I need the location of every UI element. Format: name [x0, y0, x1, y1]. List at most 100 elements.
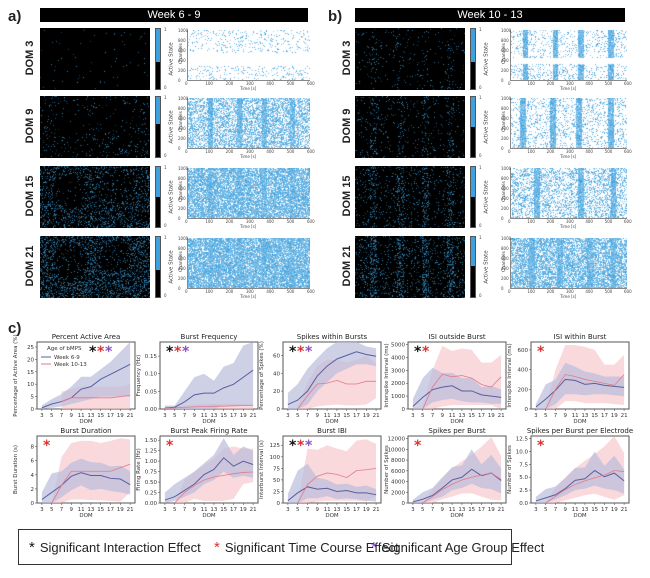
raster-xlabel: Time [s] — [240, 224, 257, 229]
colorbar-min-label: 0 — [164, 223, 167, 228]
chart-legend-entry: Week 10-13 — [54, 362, 87, 368]
colorbar-a-0 — [155, 28, 161, 90]
panel-c-label: c) — [8, 320, 22, 337]
legend-label-age: Significant Age Group Effect — [381, 540, 545, 555]
ci-band-week-10-13 — [297, 355, 377, 409]
chart-frame — [36, 341, 136, 410]
calcium-image-a-3 — [40, 236, 150, 298]
raster-ytick: 200 — [501, 276, 509, 281]
raster-xtick: 500 — [604, 219, 613, 224]
x-tick-label: 21 — [621, 413, 628, 419]
active-state-label: Active State — [483, 42, 490, 76]
chart-frame — [282, 435, 382, 504]
legend-item-age: * Significant Age Group Effect — [371, 539, 544, 556]
ci-band-week-6-9 — [535, 362, 625, 409]
raster-xtick: 0 — [185, 219, 188, 224]
raster-ytick: 200 — [178, 136, 186, 141]
raster-ytick: 0 — [178, 216, 181, 221]
y-tick-label: 2000 — [391, 381, 405, 387]
active-state-label: Active State — [168, 180, 175, 214]
x-tick-label: 13 — [87, 507, 94, 513]
series-line-week-10-13 — [545, 374, 625, 410]
y-tick-label: 0 — [402, 501, 406, 507]
x-tick-label: 13 — [210, 413, 217, 419]
x-tick-label: 11 — [572, 507, 579, 513]
x-tick-label: 21 — [127, 413, 134, 419]
x-tick-label: 7 — [431, 507, 435, 513]
x-tick-label: 13 — [458, 413, 465, 419]
raster-xtick: 400 — [266, 219, 274, 224]
x-axis-label: DOM — [450, 419, 464, 425]
calcium-image-b-3 — [355, 236, 465, 298]
y-tick-label: 0.0 — [519, 501, 528, 507]
raster-xtick: 0 — [185, 81, 188, 86]
x-tick-label: 19 — [363, 507, 370, 513]
y-tick-label: 10.0 — [516, 449, 529, 455]
ci-band-week-6-9 — [412, 449, 502, 503]
significance-star-age: * — [305, 438, 313, 454]
raster-xtick: 200 — [225, 149, 234, 154]
x-tick-label: 13 — [581, 413, 588, 419]
y-tick-label: 0.05 — [145, 389, 158, 395]
raster-xtick: 300 — [566, 81, 574, 86]
y-tick-label: 0.50 — [145, 480, 158, 486]
colorbar-b-3 — [470, 236, 476, 298]
significance-star-time: * — [297, 344, 305, 360]
x-tick-label: 5 — [50, 507, 54, 513]
y-axis-label: Number of Spikes — [507, 445, 513, 494]
raster-xlabel: Time [s] — [560, 86, 577, 91]
x-tick-label: 9 — [193, 507, 197, 513]
dom-label-a-1: DOM 9 — [24, 108, 36, 144]
raster-xtick: 0 — [508, 81, 511, 86]
raster-xtick: 100 — [205, 289, 213, 294]
raster-ytick: 0 — [501, 78, 504, 83]
raster-xtick: 600 — [624, 149, 632, 154]
raster-xtick: 400 — [585, 219, 593, 224]
y-axis-label: Interspike Interval (ms) — [384, 343, 390, 407]
significance-star-time: * — [297, 438, 305, 454]
raster-xtick: 200 — [546, 219, 555, 224]
x-tick-label: 7 — [60, 413, 64, 419]
y-tick-label: 25 — [273, 489, 280, 495]
x-tick-label: 9 — [441, 413, 445, 419]
colorbar-min-label: 0 — [479, 153, 482, 158]
ci-band-week-10-13 — [51, 438, 131, 503]
chart-frame — [407, 341, 507, 410]
x-tick-label: 19 — [240, 507, 247, 513]
y-tick-label: 1000 — [391, 394, 405, 400]
series-line-week-6-9 — [164, 369, 254, 409]
calcium-image-b-0 — [355, 28, 465, 90]
significance-star-interaction: * — [166, 344, 174, 360]
raster-ytick: 0 — [501, 216, 504, 221]
y-tick-label: 0.00 — [145, 407, 158, 413]
ci-band-week-10-13 — [422, 345, 502, 409]
active-state-label: Active State — [168, 250, 175, 284]
raster-plot-b-2 — [510, 168, 627, 219]
raster-ytick: 1000 — [178, 166, 189, 171]
panel-a-label: a) — [8, 8, 22, 25]
x-tick-label: 15 — [97, 413, 104, 419]
x-tick-label: 21 — [498, 507, 505, 513]
y-tick-label: 400 — [518, 368, 529, 374]
raster-ytick: 200 — [501, 136, 509, 141]
raster-plot-a-2 — [187, 168, 310, 219]
x-tick-label: 15 — [591, 413, 598, 419]
raster-xtick: 400 — [585, 289, 593, 294]
star-icon-interaction: * — [29, 539, 35, 556]
raster-ytick: 600 — [178, 186, 186, 191]
x-tick-label: 17 — [601, 507, 608, 513]
colorbar-active-fill — [156, 237, 160, 270]
x-tick-label: 7 — [60, 507, 64, 513]
raster-xlabel: Time [s] — [240, 154, 257, 159]
x-tick-label: 15 — [343, 507, 350, 513]
y-axis-label: Interburst Interval (s) — [259, 440, 265, 499]
colorbar-max-label: 1 — [479, 95, 482, 100]
colorbar-min-label: 0 — [479, 293, 482, 298]
x-tick-label: 7 — [431, 413, 435, 419]
chart-title: Burst IBI — [317, 427, 347, 435]
raster-xtick: 300 — [566, 219, 574, 224]
y-tick-label: 0 — [525, 407, 529, 413]
x-axis-label: DOM — [325, 419, 339, 425]
colorbar-active-fill — [471, 167, 475, 197]
raster-xlabel: Time [s] — [560, 294, 577, 299]
